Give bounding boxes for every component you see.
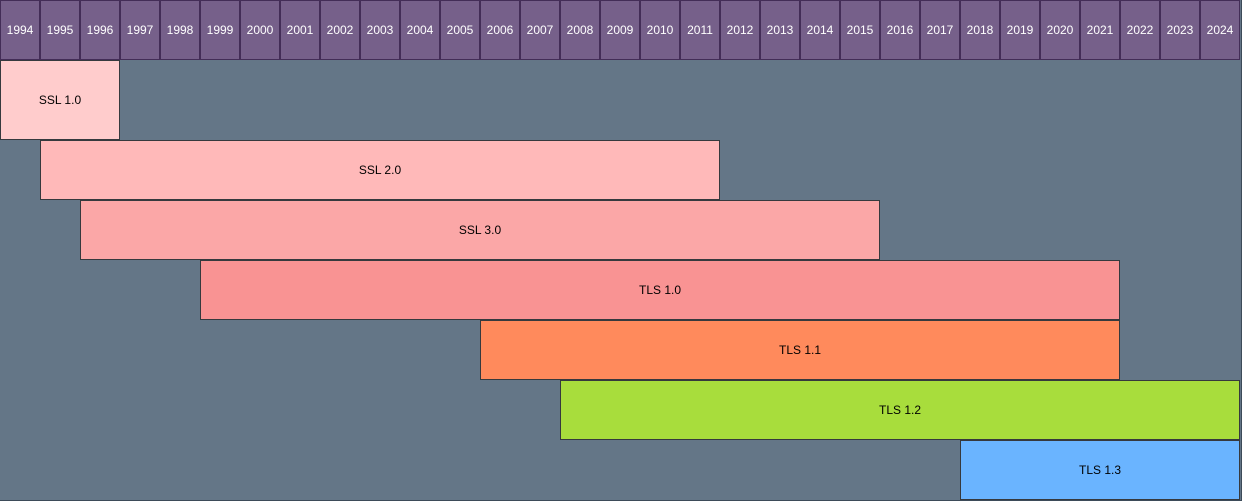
protocol-label: TLS 1.3	[1078, 463, 1122, 477]
year-cell-1998: 1998	[160, 0, 200, 60]
year-cell-2006: 2006	[480, 0, 520, 60]
protocol-bar-ssl-1-0: SSL 1.0	[0, 60, 120, 140]
protocol-label: TLS 1.2	[878, 403, 922, 417]
year-cell-1995: 1995	[40, 0, 80, 60]
year-cell-1997: 1997	[120, 0, 160, 60]
year-cell-1994: 1994	[0, 0, 40, 60]
year-cell-1999: 1999	[200, 0, 240, 60]
year-cell-2012: 2012	[720, 0, 760, 60]
year-cell-2019: 2019	[1000, 0, 1040, 60]
year-cell-2000: 2000	[240, 0, 280, 60]
protocol-bar-tls-1-3: TLS 1.3	[960, 440, 1240, 500]
protocol-label: SSL 2.0	[358, 163, 402, 177]
year-cell-2009: 2009	[600, 0, 640, 60]
year-cell-2002: 2002	[320, 0, 360, 60]
year-cell-2021: 2021	[1080, 0, 1120, 60]
protocol-label: SSL 3.0	[458, 223, 502, 237]
year-cell-2015: 2015	[840, 0, 880, 60]
year-cell-2024: 2024	[1200, 0, 1240, 60]
protocol-bar-ssl-3-0: SSL 3.0	[80, 200, 880, 260]
year-header: 1994 1995 1996 1997 1998 1999 2000 2001 2002 2003…	[0, 0, 1242, 61]
year-cell-2022: 2022	[1120, 0, 1160, 60]
year-cell-1996: 1996	[80, 0, 120, 60]
protocol-bar-ssl-2-0: SSL 2.0	[40, 140, 720, 200]
protocol-bar-tls-1-0: TLS 1.0	[200, 260, 1120, 320]
year-cell-2008: 2008	[560, 0, 600, 60]
protocol-label: SSL 1.0	[38, 93, 82, 107]
year-cell-2003: 2003	[360, 0, 400, 60]
year-cell-2020: 2020	[1040, 0, 1080, 60]
year-cell-2011: 2011	[680, 0, 720, 60]
year-cell-2017: 2017	[920, 0, 960, 60]
year-cell-2001: 2001	[280, 0, 320, 60]
protocol-label: TLS 1.1	[778, 343, 822, 357]
protocol-label: TLS 1.0	[638, 283, 682, 297]
year-cell-2007: 2007	[520, 0, 560, 60]
protocol-bar-tls-1-2: TLS 1.2	[560, 380, 1240, 440]
year-cell-2013: 2013	[760, 0, 800, 60]
protocol-bar-tls-1-1: TLS 1.1	[480, 320, 1120, 380]
year-cell-2010: 2010	[640, 0, 680, 60]
year-cell-2016: 2016	[880, 0, 920, 60]
year-cell-2004: 2004	[400, 0, 440, 60]
year-cell-2023: 2023	[1160, 0, 1200, 60]
year-cell-2005: 2005	[440, 0, 480, 60]
year-cell-2018: 2018	[960, 0, 1000, 60]
year-cell-2014: 2014	[800, 0, 840, 60]
